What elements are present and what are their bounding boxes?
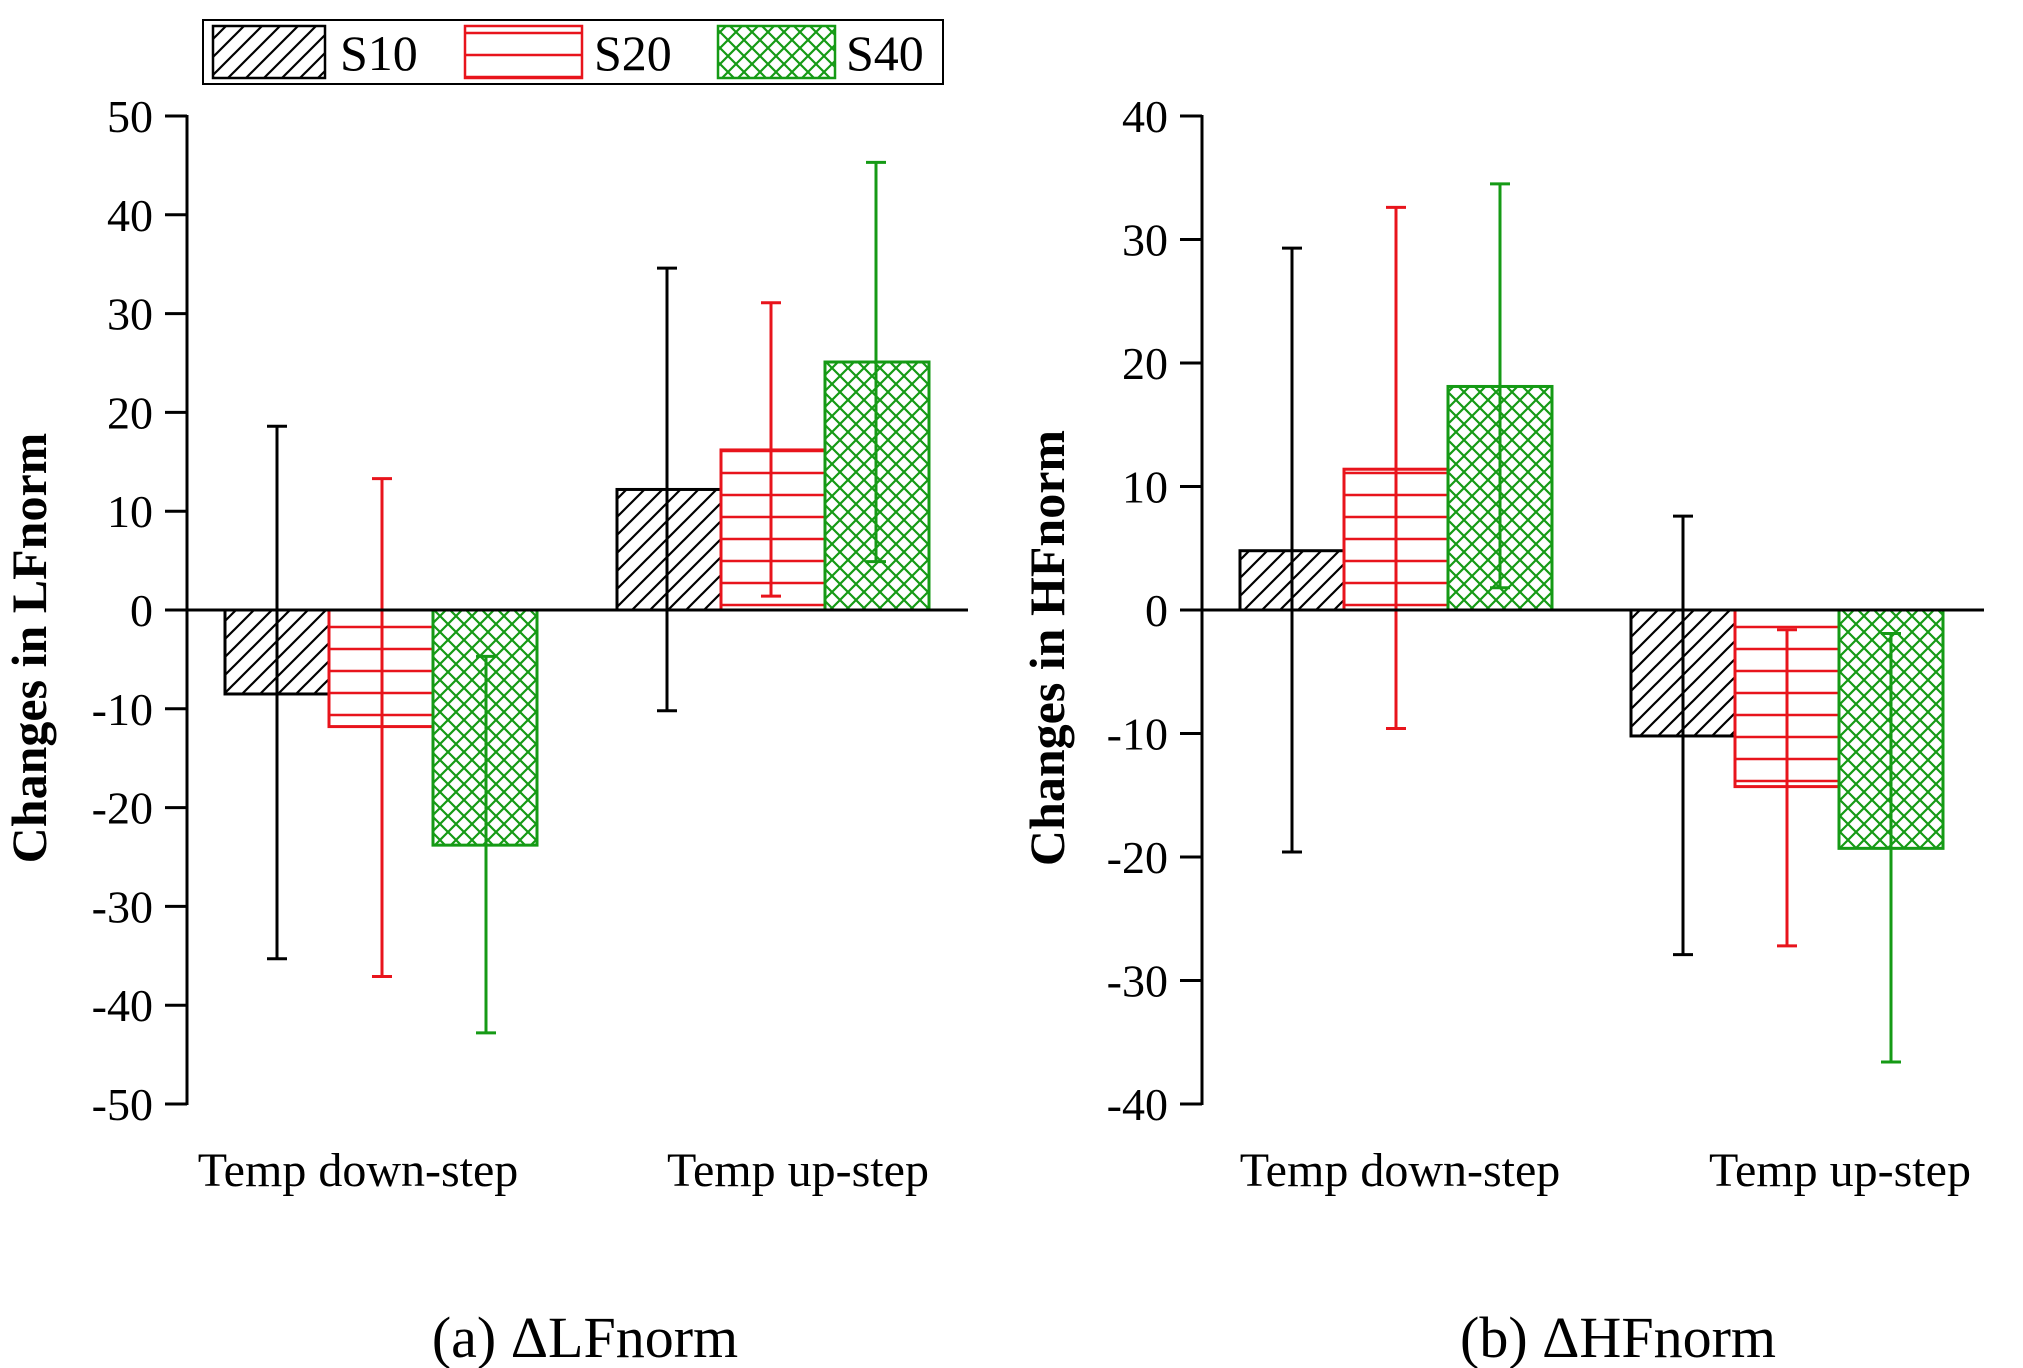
y-tick-label-a: -20 — [92, 783, 153, 834]
x-category-label-b: Temp up-step — [1709, 1144, 1971, 1197]
y-tick-label-a: -50 — [92, 1079, 153, 1130]
legend-item-s10: S10 — [211, 24, 418, 81]
y-tick-label-b: 40 — [1122, 91, 1168, 142]
legend-swatch-s10 — [211, 24, 327, 80]
y-tick-label-b: -30 — [1107, 956, 1168, 1007]
bar-a-s10-cat2 — [615, 487, 723, 612]
y-tick-label-b: -20 — [1107, 832, 1168, 883]
y-tick-label-a: 50 — [107, 91, 153, 142]
y-tick-label-a: -40 — [92, 980, 153, 1031]
y-tick-label-b: -10 — [1107, 709, 1168, 760]
y-tick-label-a: 10 — [107, 486, 153, 537]
y-tick-label-b: 20 — [1122, 338, 1168, 389]
legend-item-s20: S20 — [463, 24, 672, 81]
y-tick-label-a: 40 — [107, 190, 153, 241]
legend-label-s10: S10 — [340, 25, 418, 81]
y-tick-label-a: 20 — [107, 387, 153, 438]
chart-panel-a: -50 -40 -30 -20 -10 0 10 20 30 40 50 Temp down-step… — [92, 91, 968, 1197]
y-tick-label-b: 0 — [1145, 585, 1168, 636]
y-tick-label-a: 30 — [107, 289, 153, 340]
y-tick-label-b: 10 — [1122, 462, 1168, 513]
y-tick-label-a: -30 — [92, 881, 153, 932]
caption-a: (a) ΔLFnorm — [432, 1305, 738, 1368]
x-category-label-a: Temp up-step — [667, 1144, 929, 1197]
y-axis-title-a: Changes in LFnorm — [1, 433, 57, 864]
chart-panel-b: -40 -30 -20 -10 0 10 20 30 40 Temp down-step Temp … — [1107, 91, 1984, 1197]
legend-swatch-s40 — [716, 24, 837, 80]
legend-label-s40: S40 — [846, 25, 924, 81]
y-tick-label-a: 0 — [130, 585, 153, 636]
legend-label-s20: S20 — [594, 25, 672, 81]
x-category-label-b: Temp down-step — [1240, 1144, 1561, 1197]
legend-item-s40: S40 — [716, 24, 924, 81]
y-tick-label-b: -40 — [1107, 1079, 1168, 1130]
x-category-label-a: Temp down-step — [198, 1144, 519, 1197]
caption-b: (b) ΔHFnorm — [1460, 1305, 1776, 1368]
legend-swatch-s20 — [463, 24, 584, 80]
y-axis-title-b: Changes in HFnorm — [1019, 430, 1075, 866]
legend: S10 S20 S40 — [202, 19, 944, 85]
y-tick-label-b: 30 — [1122, 215, 1168, 266]
y-tick-label-a: -10 — [92, 684, 153, 735]
bar-a-s20-cat2 — [719, 448, 827, 612]
